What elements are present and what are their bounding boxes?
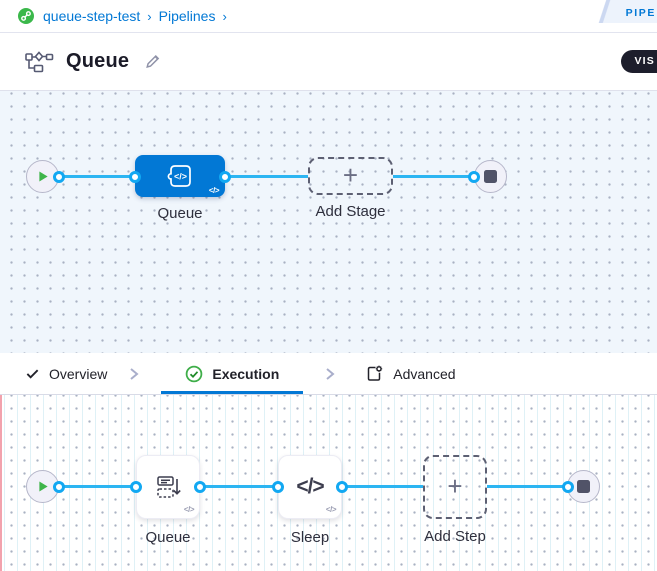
ribbon-label: PIPE — [625, 6, 656, 19]
connector-port — [130, 481, 142, 493]
step-yaml-badge: </> — [325, 505, 337, 514]
pipeline-icon — [25, 50, 54, 72]
top-navigation-bar: queue-step-test › Pipelines › PIPE — [0, 0, 657, 33]
sleep-step-icon: </> — [296, 475, 324, 498]
stop-icon — [484, 170, 497, 183]
stage-graph-canvas[interactable]: </> </> Queue + Add Stage — [0, 91, 657, 353]
tab-advanced-label: Advanced — [393, 365, 456, 382]
step-node-sleep[interactable]: </> </> — [278, 455, 342, 519]
connector-port — [194, 481, 206, 493]
connector-line — [200, 485, 278, 488]
tab-advanced[interactable]: Advanced — [365, 353, 456, 394]
breadcrumb-separator: › — [222, 8, 227, 24]
connector-port — [219, 171, 231, 183]
tab-overview-label: Overview — [49, 365, 108, 382]
page-title: Queue — [66, 50, 130, 72]
step-label: Queue — [145, 529, 191, 546]
breadcrumb-pipelines-link[interactable]: Pipelines — [158, 8, 216, 24]
pipeline-title-bar: Queue VIS — [0, 33, 657, 91]
connector-line — [342, 485, 423, 488]
harness-logo-icon — [18, 8, 34, 24]
play-icon — [39, 481, 48, 492]
connector-line — [393, 175, 474, 178]
connector-line — [487, 485, 568, 488]
connector-line — [225, 175, 308, 178]
plus-icon: + — [447, 471, 463, 501]
stage-config-tabs: Overview Execution Advanced — [0, 353, 657, 395]
add-step-button[interactable]: + — [423, 455, 487, 519]
breadcrumb: queue-step-test › Pipelines › — [18, 8, 227, 24]
stage-label: Queue — [157, 205, 203, 222]
pipeline-studio-corner-ribbon: PIPE — [583, 0, 657, 23]
visual-yaml-toggle[interactable]: VIS — [621, 50, 657, 73]
canvas-origin-line — [0, 395, 2, 571]
chevron-right-icon — [130, 367, 139, 380]
advanced-settings-icon — [368, 365, 383, 381]
check-circle-icon — [186, 365, 203, 382]
breadcrumb-separator: › — [147, 8, 152, 24]
queue-step-icon — [157, 476, 181, 498]
execution-graph-canvas[interactable]: </> Queue </> </> Sleep + Add Step — [0, 395, 657, 571]
step-label: Sleep — [290, 529, 330, 546]
breadcrumb-project-link[interactable]: queue-step-test — [43, 8, 141, 24]
tab-execution-label: Execution — [212, 365, 280, 382]
tab-overview[interactable]: Overview — [25, 353, 107, 394]
connector-port — [53, 171, 65, 183]
connector-line — [59, 485, 136, 488]
tab-execution[interactable]: Execution — [161, 353, 304, 394]
step-yaml-badge: </> — [183, 505, 195, 514]
connector-port — [336, 481, 348, 493]
step-node-queue[interactable]: </> — [136, 455, 200, 519]
add-stage-label: Add Stage — [315, 203, 386, 220]
add-stage-button[interactable]: + — [308, 157, 393, 195]
play-icon — [39, 171, 48, 182]
edit-title-icon[interactable] — [143, 52, 162, 71]
chevron-right-icon — [326, 367, 335, 380]
connector-port — [272, 481, 284, 493]
connector-port — [562, 481, 574, 493]
stage-icon-glyph: </> — [174, 172, 187, 182]
check-icon — [26, 369, 39, 379]
add-step-label: Add Step — [424, 528, 486, 545]
connector-port — [129, 171, 141, 183]
stop-icon — [577, 480, 590, 493]
stage-yaml-badge: </> — [208, 186, 220, 195]
connector-line — [59, 175, 135, 178]
connector-port — [53, 481, 65, 493]
connector-port — [468, 171, 480, 183]
custom-stage-icon: </> — [167, 165, 191, 187]
plus-icon: + — [342, 160, 359, 190]
stage-node-queue[interactable]: </> </> — [135, 155, 225, 197]
